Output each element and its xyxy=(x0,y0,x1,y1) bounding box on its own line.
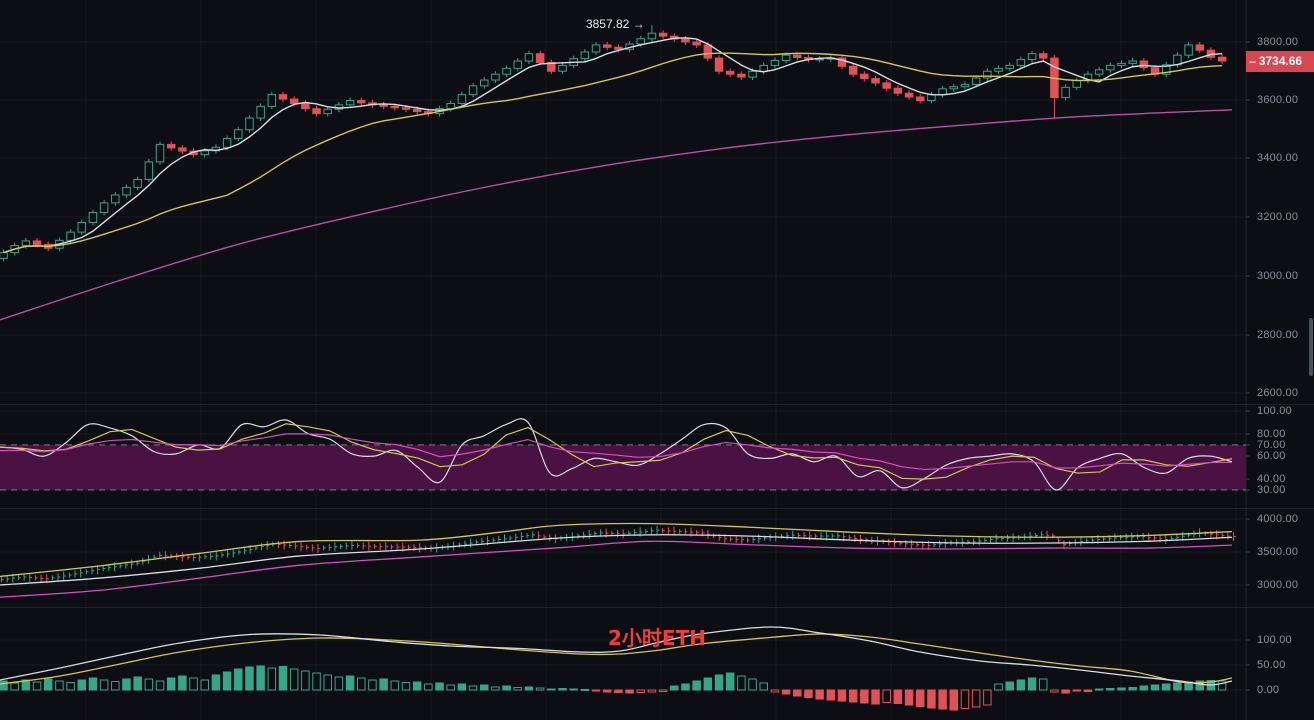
rsi-panel xyxy=(0,418,1246,491)
axis-tick-label: 100.00 xyxy=(1257,405,1292,417)
axis-tick-label: 60.00 xyxy=(1257,450,1286,462)
axis-tick-label: 4000.00 xyxy=(1257,513,1299,525)
axis-tick-label: 0.00 xyxy=(1257,684,1280,696)
axis-tick-label: 30.00 xyxy=(1257,484,1286,496)
mini-panel xyxy=(0,522,1236,598)
axis-tick-label: 3000.00 xyxy=(1257,579,1299,591)
axis-tick-label: 80.00 xyxy=(1257,428,1286,440)
last-price-badge: – 3734.66 xyxy=(1246,50,1314,72)
axis-tick-label: 3600.00 xyxy=(1257,94,1299,106)
axis-tick-label: 2600.00 xyxy=(1257,387,1299,399)
axis-tick-label: 3500.00 xyxy=(1257,546,1299,558)
macd-panel xyxy=(0,626,1233,711)
axis-tick-label: 3400.00 xyxy=(1257,152,1299,164)
axis-tick-label: 70.00 xyxy=(1257,439,1286,451)
axis-tick-label: 40.00 xyxy=(1257,473,1286,485)
high-price-label: 3857.82 → xyxy=(585,17,645,32)
badge-tick-mark: – xyxy=(1249,54,1256,69)
axis-scrollbar-thumb[interactable] xyxy=(1309,318,1313,376)
axis-tick-label: 3200.00 xyxy=(1257,211,1299,223)
axis-tick-label: 3000.00 xyxy=(1257,270,1299,282)
price-panel xyxy=(0,25,1233,321)
axis-tick-label: 100.00 xyxy=(1257,634,1292,646)
axis-tick-label: 2800.00 xyxy=(1257,329,1299,341)
axis-tick-label: 50.00 xyxy=(1257,659,1286,671)
timeframe-annotation: 2小时ETH xyxy=(608,626,706,650)
last-price-value: 3734.66 xyxy=(1258,54,1303,69)
axis-tick-label: 3800.00 xyxy=(1257,36,1299,48)
